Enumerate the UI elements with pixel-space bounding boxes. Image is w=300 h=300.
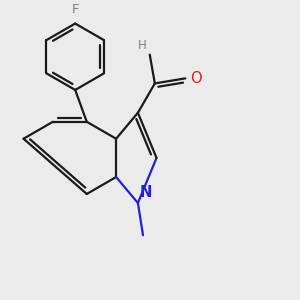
Text: H: H xyxy=(138,39,147,52)
Text: F: F xyxy=(71,3,79,16)
Text: N: N xyxy=(140,185,152,200)
Text: O: O xyxy=(190,71,201,86)
